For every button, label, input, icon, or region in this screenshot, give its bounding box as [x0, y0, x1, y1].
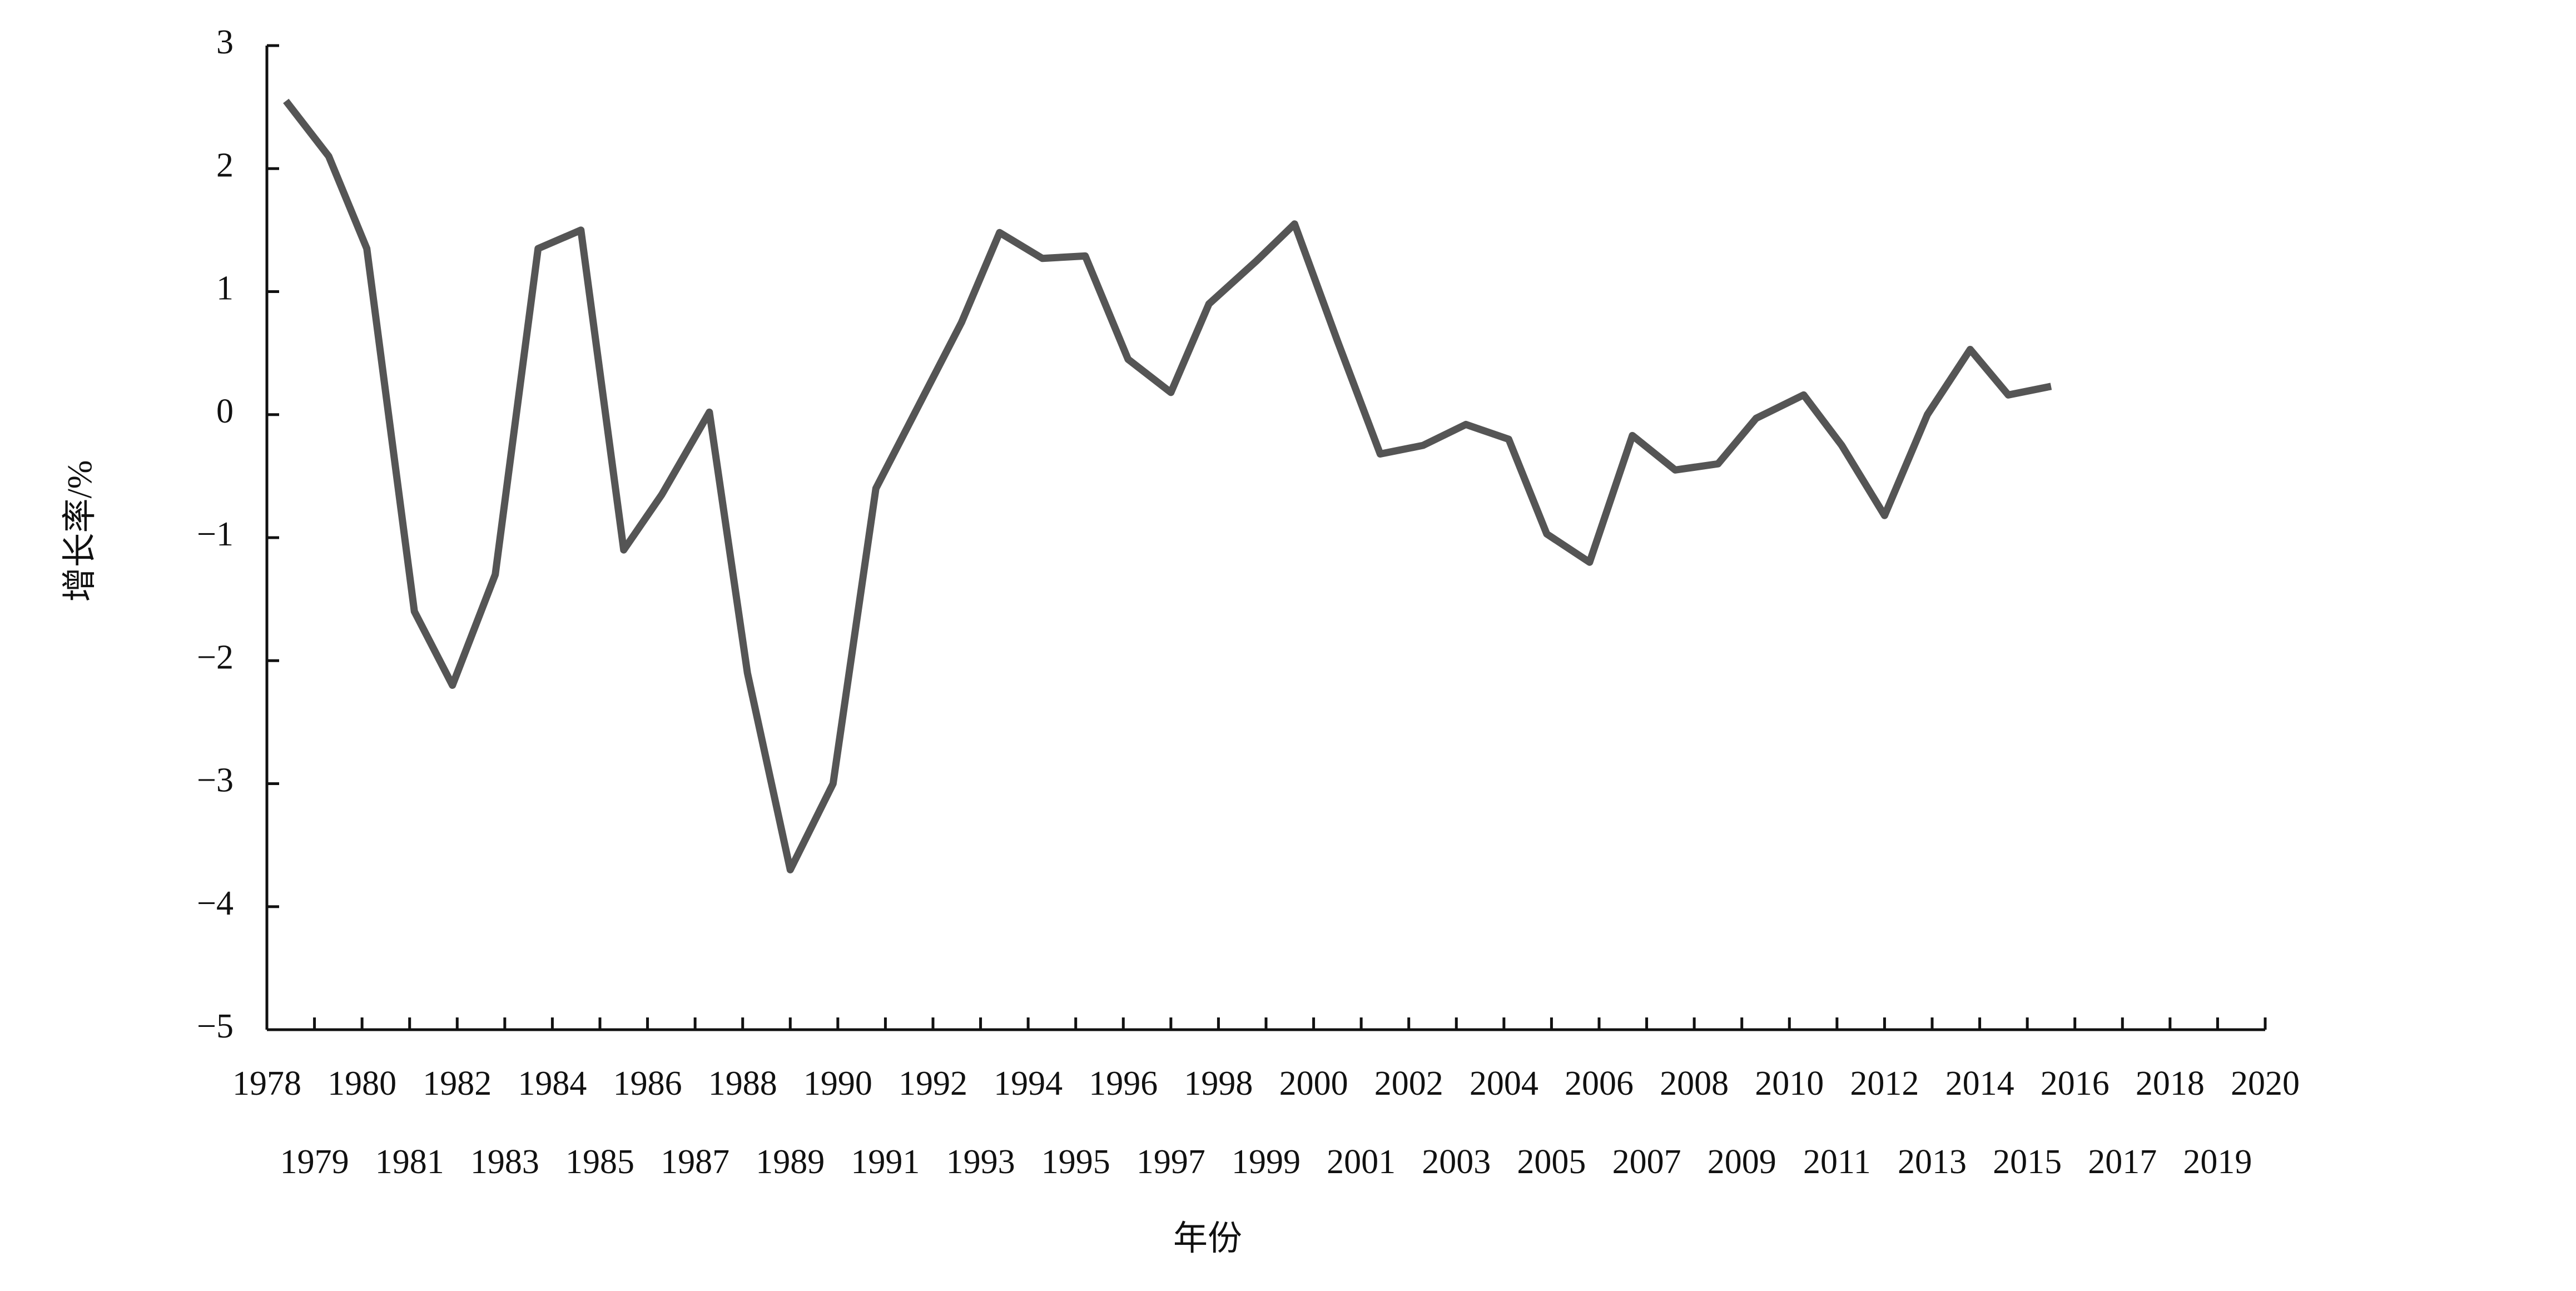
x-tick-label: 1981	[375, 1143, 444, 1181]
x-tick-label: 1983	[470, 1143, 539, 1181]
x-tick-label: 1995	[1041, 1143, 1110, 1181]
y-tick-label: 0	[216, 393, 234, 430]
x-tick-label: 2006	[1565, 1065, 1634, 1103]
x-tick-label: 2012	[1850, 1065, 1919, 1103]
x-tick-label: 1984	[518, 1065, 587, 1103]
y-tick-label: 1	[216, 270, 234, 307]
x-tick-label: 1999	[1232, 1143, 1301, 1181]
x-tick-label: 1987	[661, 1143, 729, 1181]
y-axis-title: 增长率/%	[61, 460, 99, 602]
x-tick-label: 2020	[2231, 1065, 2300, 1103]
x-tick-label: 1996	[1089, 1065, 1158, 1103]
x-tick-label: 1979	[280, 1143, 349, 1181]
x-tick-label: 1997	[1136, 1143, 1205, 1181]
y-tick-label: −4	[197, 885, 234, 922]
data-line	[283, 98, 2052, 873]
x-tick-label: 2015	[1993, 1143, 2062, 1181]
x-tick-label: 2018	[2136, 1065, 2205, 1103]
x-tick-label: 2013	[1898, 1143, 1967, 1181]
x-tick-label: 2004	[1470, 1065, 1538, 1103]
x-tick-label: 1980	[327, 1065, 396, 1103]
x-tick-label: 2010	[1755, 1065, 1824, 1103]
x-tick-label: 2005	[1517, 1143, 1586, 1181]
y-tick-label: −5	[197, 1007, 234, 1045]
x-tick-label: 1998	[1184, 1065, 1253, 1103]
y-tick-label: 2	[216, 146, 234, 184]
x-tick-label: 1992	[899, 1065, 967, 1103]
x-tick-label: 2009	[1708, 1143, 1776, 1181]
x-tick-label: 2002	[1374, 1065, 1443, 1103]
y-tick-label: 3	[216, 23, 234, 61]
x-tick-label: 2008	[1660, 1065, 1729, 1103]
y-tick-label: −3	[197, 762, 234, 800]
x-tick-label: 1986	[613, 1065, 682, 1103]
x-tick-label: 1994	[994, 1065, 1063, 1103]
x-tick-label: 2003	[1422, 1143, 1491, 1181]
x-tick-label: 2007	[1612, 1143, 1681, 1181]
y-tick-label: −1	[197, 515, 234, 553]
y-tick-label: −2	[197, 638, 234, 676]
x-tick-label: 1993	[946, 1143, 1015, 1181]
x-tick-label: 1985	[565, 1143, 634, 1181]
x-tick-label: 1978	[232, 1065, 301, 1103]
x-tick-label: 1991	[851, 1143, 920, 1181]
x-tick-label: 1982	[423, 1065, 492, 1103]
x-tick-label: 2017	[2088, 1143, 2157, 1181]
x-tick-label: 2016	[2041, 1065, 2110, 1103]
x-tick-label: 1989	[756, 1143, 825, 1181]
x-tick-label: 2019	[2183, 1143, 2252, 1181]
x-tick-label: 2011	[1803, 1143, 1871, 1181]
x-tick-label: 1990	[803, 1065, 872, 1103]
x-tick-label: 1988	[708, 1065, 777, 1103]
x-axis-title: 年份	[1173, 1220, 1242, 1258]
x-tick-label: 2014	[1945, 1065, 2014, 1103]
x-tick-label: 2000	[1279, 1065, 1348, 1103]
x-tick-label: 2001	[1327, 1143, 1396, 1181]
